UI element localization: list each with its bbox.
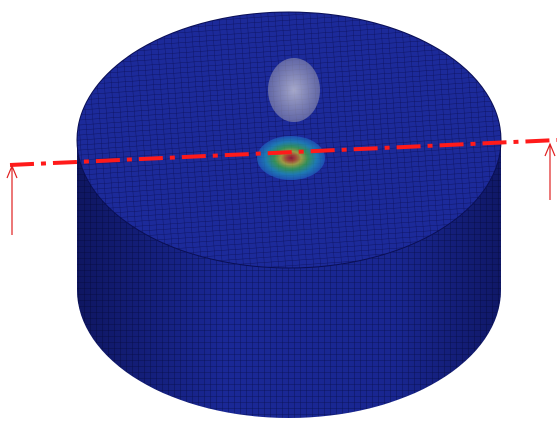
indenter: [268, 58, 320, 122]
fem-render: [0, 0, 557, 421]
contour-mesh: [257, 136, 325, 180]
page: (() => { const data = JSON.parse(documen…: [0, 0, 557, 421]
